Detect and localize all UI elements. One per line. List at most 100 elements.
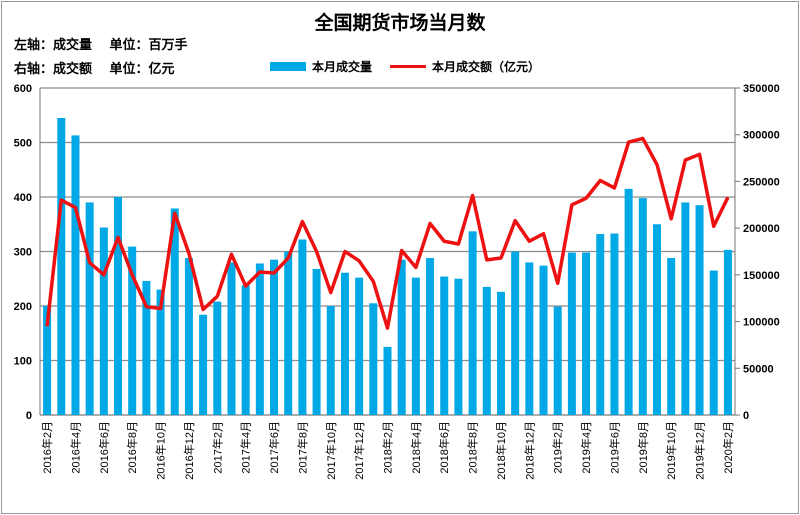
right-tick-label: 200000	[743, 223, 780, 235]
volume-bar	[241, 285, 250, 415]
right-tick-label: 350000	[743, 83, 780, 95]
right-tick-label: 50000	[743, 363, 774, 375]
x-tick-label: 2016年8月	[125, 421, 139, 474]
left-tick-label: 400	[14, 192, 32, 204]
volume-bar	[57, 117, 66, 415]
x-tick-label: 2016年6月	[97, 421, 111, 474]
volume-bar	[199, 314, 208, 415]
volume-bar	[496, 291, 505, 415]
x-tick-label: 2016年4月	[68, 421, 82, 474]
volume-bar	[114, 197, 123, 415]
x-tick-label: 2018年12月	[522, 421, 536, 480]
x-tick-label: 2019年6月	[607, 421, 621, 474]
x-tick-label: 2016年2月	[40, 421, 54, 474]
x-tick-label: 2018年6月	[437, 421, 451, 474]
volume-bar	[567, 252, 576, 415]
volume-bar	[326, 306, 335, 415]
volume-bar	[723, 249, 732, 415]
legend-bar: 本月成交量	[270, 58, 372, 75]
volume-bar	[610, 233, 619, 415]
volume-bar	[156, 289, 165, 415]
volume-bar	[525, 262, 534, 415]
volume-bar	[426, 258, 435, 415]
volume-bar	[270, 259, 279, 415]
volume-bar	[681, 202, 690, 415]
volume-bar	[482, 286, 491, 415]
volume-bar	[454, 278, 463, 415]
volume-bar	[128, 246, 137, 415]
volume-bar	[184, 258, 193, 415]
volume-bar	[397, 259, 406, 415]
volume-bar	[170, 208, 179, 415]
volume-bar	[355, 277, 364, 415]
volume-bar	[667, 258, 676, 415]
right-axis-note: 右轴：成交额 单位：亿元	[14, 62, 175, 77]
x-tick-label: 2016年12月	[182, 421, 196, 480]
volume-bar	[71, 135, 80, 416]
left-tick-label: 300	[14, 247, 32, 259]
volume-bar	[695, 205, 704, 415]
volume-bar	[99, 227, 108, 415]
volume-bar	[511, 251, 520, 415]
x-tick-label: 2020年2月	[721, 421, 735, 474]
legend-line-label: 本月成交额（亿元）	[432, 60, 541, 74]
volume-bar	[255, 263, 264, 415]
x-tick-label: 2017年12月	[352, 421, 366, 480]
x-tick-label: 2019年4月	[579, 421, 593, 474]
right-tick-label: 150000	[743, 270, 780, 282]
volume-bar	[213, 301, 222, 415]
x-tick-label: 2017年6月	[267, 421, 281, 474]
x-tick-label: 2016年10月	[154, 421, 168, 480]
right-tick-label: 100000	[743, 317, 780, 329]
x-tick-label: 2017年4月	[239, 421, 253, 474]
legend-bar-swatch	[270, 62, 306, 71]
x-tick-label: 2019年10月	[664, 421, 678, 480]
x-tick-label: 2017年10月	[324, 421, 338, 480]
volume-bar	[553, 306, 562, 415]
volume-bar	[142, 280, 151, 415]
volume-bar	[638, 198, 647, 415]
volume-bar	[709, 270, 718, 415]
volume-bar	[539, 265, 548, 415]
x-tick-label: 2018年4月	[409, 421, 423, 474]
right-tick-label: 300000	[743, 130, 780, 142]
left-tick-label: 0	[26, 410, 32, 422]
volume-bar	[383, 346, 392, 415]
volume-bar	[340, 272, 349, 415]
volume-bar	[85, 202, 94, 415]
legend-bar-label: 本月成交量	[312, 60, 373, 74]
volume-bar	[440, 276, 449, 415]
x-tick-label: 2019年2月	[551, 421, 565, 474]
volume-bar	[284, 251, 293, 415]
volume-bar	[298, 239, 307, 415]
x-tick-label: 2018年2月	[381, 421, 395, 474]
x-tick-label: 2017年8月	[295, 421, 309, 474]
volume-bar	[312, 268, 321, 415]
right-tick-label: 250000	[743, 176, 780, 188]
x-tick-label: 2018年8月	[466, 421, 480, 474]
left-tick-label: 600	[14, 83, 32, 95]
x-tick-label: 2019年8月	[636, 421, 650, 474]
x-tick-label: 2019年12月	[693, 421, 707, 480]
volume-bar	[369, 303, 378, 415]
legend-line: 本月成交额（亿元）	[390, 58, 540, 75]
volume-bar	[43, 306, 52, 415]
right-tick-label: 0	[743, 410, 749, 422]
volume-bar	[227, 262, 236, 415]
chart-title: 全国期货市场当月数	[314, 12, 486, 34]
left-axis-note: 左轴：成交量 单位：百万手	[14, 38, 188, 53]
legend-line-swatch	[390, 65, 426, 68]
volume-bar	[411, 277, 420, 415]
volume-bar	[596, 234, 605, 415]
volume-bar	[582, 252, 591, 415]
volume-bar	[624, 188, 633, 415]
left-tick-label: 500	[14, 138, 32, 150]
volume-bar	[652, 224, 661, 415]
volume-bar	[468, 231, 477, 415]
left-tick-label: 100	[14, 356, 32, 368]
x-tick-label: 2017年2月	[210, 421, 224, 474]
x-tick-label: 2018年10月	[494, 421, 508, 480]
left-tick-label: 200	[14, 301, 32, 313]
